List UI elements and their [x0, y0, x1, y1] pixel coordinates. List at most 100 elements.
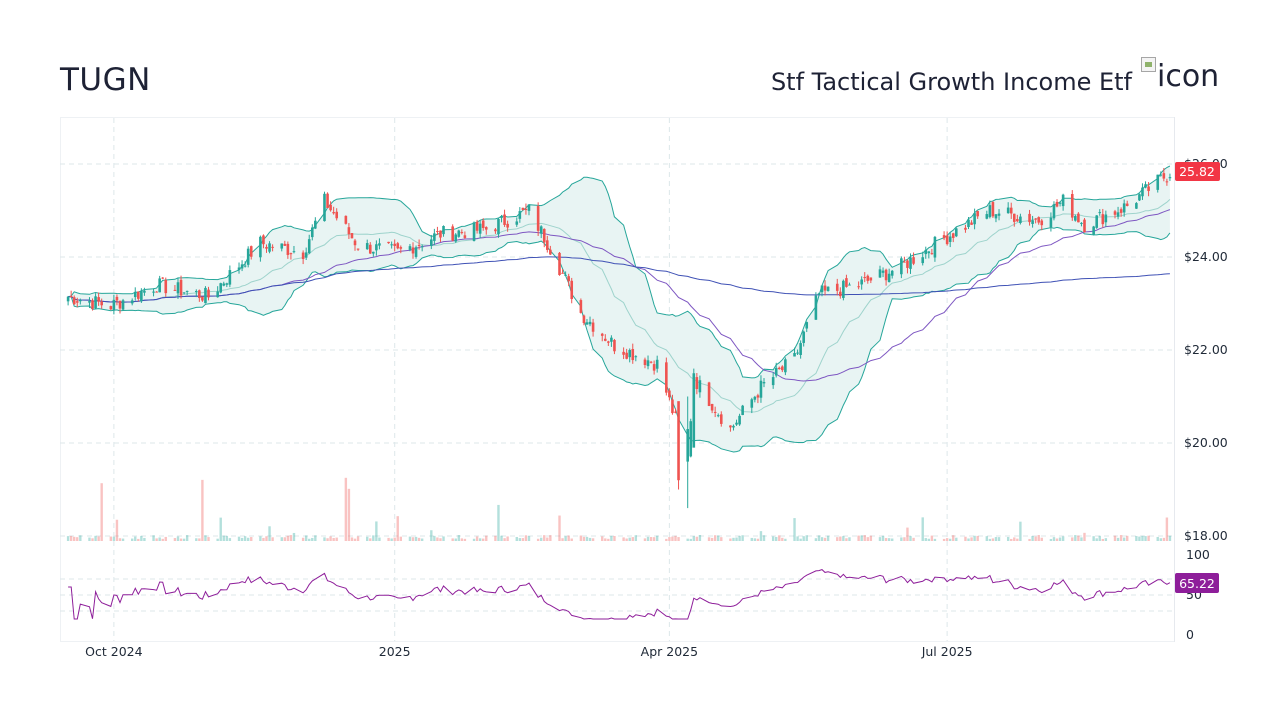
candle-body: [817, 293, 821, 295]
volume-bar: [604, 538, 607, 541]
volume-bar: [1061, 536, 1065, 541]
candle-body: [857, 286, 860, 288]
volume-bar: [1019, 521, 1022, 541]
volume-bar: [753, 538, 757, 541]
volume-bar: [933, 538, 937, 541]
volume-bar: [778, 535, 781, 541]
volume-bar: [994, 537, 998, 541]
candle-body: [472, 222, 476, 241]
volume-bar: [909, 536, 912, 541]
candle-body: [613, 339, 616, 352]
candle-body: [265, 246, 268, 249]
candle-body: [109, 306, 113, 310]
volume-bar: [1141, 535, 1144, 541]
volume-bar: [1101, 538, 1104, 541]
candle-body: [567, 276, 570, 282]
volume-bar: [323, 537, 326, 541]
candle-body: [310, 227, 314, 238]
volume-bar: [262, 537, 265, 541]
candle-body: [430, 239, 433, 246]
candle-body: [906, 260, 909, 268]
candle-body: [719, 414, 723, 424]
volume-bar: [857, 535, 860, 541]
volume-bar: [94, 535, 97, 541]
volume-bar: [1168, 535, 1172, 541]
volume-bar: [1080, 537, 1083, 541]
candle-body: [1092, 226, 1095, 235]
volume-bar: [344, 477, 348, 541]
moving-averages: [68, 199, 1171, 413]
fund-name: Stf Tactical Growth Income Etf: [770, 68, 1132, 96]
volume-bar: [1052, 537, 1056, 541]
volume-bar: [134, 536, 137, 541]
volume-bar: [988, 538, 992, 541]
candle-body: [1034, 218, 1037, 220]
volume-bar: [158, 537, 161, 541]
candle-body: [173, 289, 177, 291]
volume-bar: [952, 535, 955, 541]
candle-body: [945, 235, 949, 245]
candle-body: [219, 283, 223, 293]
candle-body: [793, 353, 796, 357]
volume-bar: [942, 538, 946, 541]
candle-body: [1138, 194, 1141, 201]
time-tick-label: Oct 2024: [85, 644, 142, 659]
volume-bar: [387, 537, 390, 541]
candle-body: [283, 243, 287, 246]
volume-bar: [433, 535, 436, 541]
candle-body: [674, 411, 677, 413]
candle-body: [948, 236, 952, 242]
candle-body: [1162, 173, 1166, 179]
candle-body: [1098, 212, 1102, 214]
volume-bar: [717, 535, 720, 541]
volume-bar: [442, 536, 445, 541]
candle-body: [112, 299, 116, 311]
volume-bar: [677, 537, 680, 541]
candle-body: [1135, 203, 1138, 209]
time-axis: Oct 2024 2025 Apr 2025 Jul 2025: [85, 644, 972, 659]
candle-body: [1101, 214, 1105, 225]
rsi-value-badge: 65.22: [1175, 573, 1219, 593]
candle-body: [774, 367, 778, 376]
volume-bar: [408, 536, 412, 541]
candle-body: [228, 270, 232, 285]
candle-body: [988, 205, 992, 218]
volume-bar: [582, 536, 586, 541]
volume-bar: [1077, 535, 1080, 541]
candle-body: [1125, 203, 1129, 206]
volume-bar: [591, 538, 595, 541]
volume-bar: [375, 521, 378, 541]
candle-body: [286, 243, 290, 255]
volume-bar: [155, 538, 158, 541]
candle-body: [1122, 203, 1126, 213]
volume-bar: [1049, 538, 1053, 541]
volume-bar: [1031, 535, 1034, 541]
volume-bar: [390, 538, 393, 541]
candle-body: [433, 233, 436, 241]
volume-bar: [955, 537, 958, 541]
candle-body: [1156, 174, 1160, 190]
volume-bar: [707, 537, 711, 541]
candle-body: [625, 352, 628, 359]
candle-body: [1028, 213, 1031, 223]
candle-body: [249, 246, 253, 257]
candle-body: [964, 227, 967, 230]
volume-bar: [802, 536, 805, 541]
candle-body: [603, 338, 607, 341]
candle-body: [378, 243, 381, 246]
candle-body: [781, 366, 784, 371]
candle-body: [826, 286, 830, 292]
volume-bar: [732, 537, 735, 541]
band-fill: [68, 166, 1170, 452]
candle-body: [387, 241, 390, 244]
volume-bar: [271, 537, 274, 541]
candle-body: [280, 243, 284, 249]
candle-body: [442, 226, 445, 235]
candle-body: [1113, 211, 1117, 215]
time-tick-label: 2025: [379, 644, 411, 659]
candle-body: [967, 219, 970, 228]
volume-bar: [781, 537, 784, 541]
candle-body: [994, 214, 998, 219]
candles: [66, 167, 1172, 509]
